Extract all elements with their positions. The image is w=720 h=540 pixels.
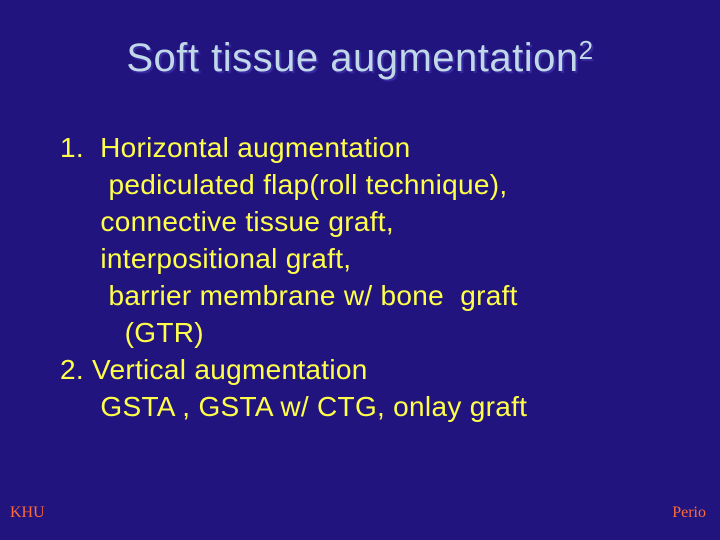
body-line: 1. Horizontal augmentation xyxy=(60,130,672,167)
body-line: connective tissue graft, xyxy=(60,204,672,241)
body-line: pediculated flap(roll technique), xyxy=(60,167,672,204)
footer-left: KHU xyxy=(10,504,45,522)
body-line: GSTA , GSTA w/ CTG, onlay graft xyxy=(60,389,672,426)
body-line: interpositional graft, xyxy=(60,241,672,278)
body-line: barrier membrane w/ bone graft xyxy=(60,278,672,315)
slide-body: 1. Horizontal augmentation pediculated f… xyxy=(60,130,672,426)
footer-right: Perio xyxy=(672,504,706,522)
body-line: 2. Vertical augmentation xyxy=(60,352,672,389)
slide: Soft tissue augmentation2 1. Horizontal … xyxy=(0,0,720,540)
title-text: Soft tissue augmentation xyxy=(126,36,578,80)
slide-title: Soft tissue augmentation2 xyxy=(0,36,720,81)
body-line: (GTR) xyxy=(60,315,672,352)
title-superscript: 2 xyxy=(579,35,594,65)
